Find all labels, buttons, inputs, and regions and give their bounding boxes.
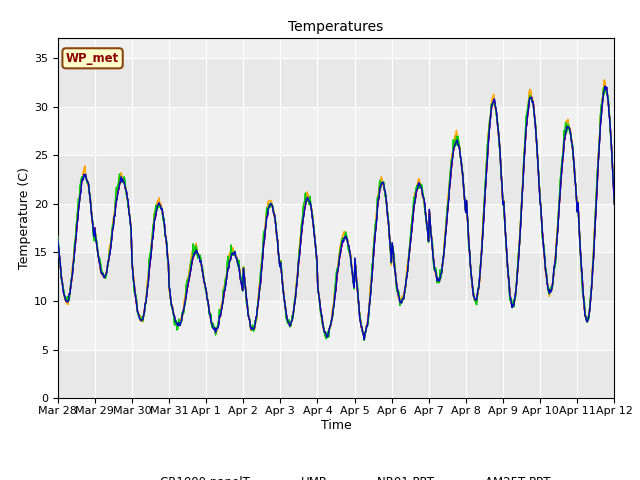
NR01 PRT (178, 319, 186, 324)
CR1000 panelT (404, 258, 412, 264)
AM25T PRT (360, 336, 368, 342)
Line: AM25T PRT: AM25T PRT (58, 86, 614, 339)
HMP (207, 317, 215, 323)
CR1000 panelT (121, 182, 129, 188)
NR01 PRT (121, 179, 129, 184)
HMP (404, 255, 412, 261)
Bar (58, 204, 614, 252)
Bar (58, 58, 614, 107)
Bar (58, 155, 614, 204)
AM25T PRT (611, 201, 618, 207)
CR1000 panelT (64, 300, 72, 305)
NR01 PRT (601, 84, 609, 90)
Text: WP_met: WP_met (66, 52, 119, 65)
AM25T PRT (64, 299, 72, 305)
AM25T PRT (207, 318, 215, 324)
HMP (600, 77, 608, 83)
Line: NR01 PRT: NR01 PRT (58, 87, 614, 340)
AM25T PRT (421, 200, 429, 206)
AM25T PRT (54, 236, 61, 241)
NR01 PRT (64, 294, 72, 300)
NR01 PRT (360, 337, 368, 343)
NR01 PRT (207, 312, 215, 317)
HMP (178, 314, 186, 320)
CR1000 panelT (178, 318, 186, 324)
CR1000 panelT (601, 82, 609, 88)
Y-axis label: Temperature (C): Temperature (C) (18, 168, 31, 269)
HMP (64, 301, 72, 307)
Title: Temperatures: Temperatures (289, 21, 383, 35)
NR01 PRT (611, 200, 618, 205)
AM25T PRT (121, 183, 129, 189)
NR01 PRT (54, 233, 61, 239)
Line: HMP: HMP (58, 80, 614, 337)
CR1000 panelT (54, 234, 61, 240)
HMP (322, 334, 330, 340)
Legend: CR1000 panelT, HMP, NR01 PRT, AM25T PRT: CR1000 panelT, HMP, NR01 PRT, AM25T PRT (116, 471, 556, 480)
NR01 PRT (404, 259, 412, 264)
HMP (611, 200, 618, 205)
HMP (54, 234, 61, 240)
AM25T PRT (178, 317, 186, 323)
Bar (58, 350, 614, 398)
Bar (58, 252, 614, 301)
AM25T PRT (404, 258, 412, 264)
CR1000 panelT (360, 334, 368, 340)
Bar (58, 301, 614, 350)
Bar (58, 107, 614, 155)
Line: CR1000 panelT: CR1000 panelT (58, 85, 614, 337)
CR1000 panelT (207, 316, 215, 322)
NR01 PRT (421, 206, 429, 212)
HMP (421, 204, 429, 210)
HMP (121, 183, 129, 189)
CR1000 panelT (421, 202, 429, 207)
AM25T PRT (601, 83, 609, 89)
CR1000 panelT (611, 201, 618, 207)
X-axis label: Time: Time (321, 419, 351, 432)
